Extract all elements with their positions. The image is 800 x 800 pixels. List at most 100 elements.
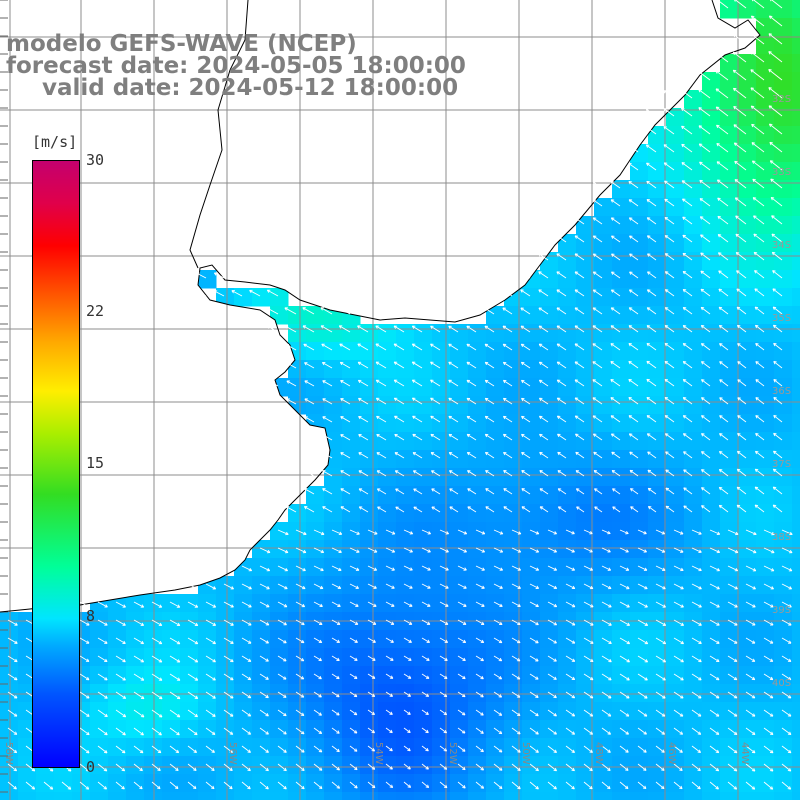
wind-speed-cell — [648, 576, 667, 595]
wind-speed-cell — [684, 558, 703, 577]
wind-speed-cell — [738, 522, 757, 541]
wind-speed-cell — [720, 306, 739, 325]
wind-arrow — [520, 307, 531, 315]
wind-speed-cell — [486, 414, 505, 433]
wind-arrow — [691, 745, 701, 753]
wind-arrow — [718, 468, 729, 477]
wind-arrow — [241, 601, 252, 608]
wind-arrow — [484, 451, 495, 459]
wind-speed-cell — [378, 486, 397, 505]
wind-arrow — [457, 745, 466, 752]
wind-arrow — [529, 583, 540, 589]
wind-arrow — [736, 486, 747, 495]
wind-speed-cell — [738, 558, 757, 577]
wind-arrow — [394, 415, 405, 423]
wind-arrow — [511, 745, 521, 753]
wind-speed-cell — [684, 162, 703, 181]
wind-speed-cell — [576, 504, 595, 523]
wind-speed-cell — [702, 216, 721, 235]
wind-arrow — [241, 709, 252, 717]
wind-arrow — [665, 487, 675, 495]
wind-arrow — [781, 745, 792, 754]
wind-arrow — [385, 673, 394, 679]
wind-arrow — [673, 709, 684, 717]
wind-arrow — [538, 253, 549, 261]
wind-arrow — [637, 583, 648, 590]
wind-speed-cell — [576, 360, 595, 379]
wind-speed-cell — [468, 540, 487, 559]
wind-arrow — [97, 763, 108, 772]
wind-arrow — [322, 380, 333, 387]
wind-arrow — [295, 637, 305, 644]
wind-arrow — [611, 253, 621, 261]
wind-arrow — [719, 397, 729, 405]
wind-arrow — [583, 763, 593, 772]
wind-speed-cell — [774, 306, 793, 325]
wind-arrow — [475, 745, 484, 753]
wind-arrow — [358, 397, 369, 405]
wind-arrow — [637, 565, 648, 571]
wind-speed-cell — [792, 126, 800, 145]
wind-arrow — [717, 234, 729, 243]
wind-arrow — [628, 289, 639, 297]
wind-speed-cell — [504, 468, 523, 487]
wind-speed-cell — [648, 378, 667, 397]
wind-speed-cell — [360, 576, 379, 595]
wind-speed-cell — [342, 396, 361, 415]
wind-arrow — [664, 378, 675, 387]
wind-arrow — [295, 727, 305, 735]
wind-arrow — [493, 655, 503, 662]
wind-arrow — [511, 601, 521, 607]
wind-speed-cell — [180, 594, 199, 613]
wind-speed-cell — [738, 270, 757, 289]
wind-speed-cell — [684, 198, 703, 217]
wind-speed-cell — [414, 594, 433, 613]
wind-arrow — [716, 124, 729, 135]
wind-speed-cell — [360, 486, 379, 505]
wind-arrow — [284, 307, 297, 315]
wind-arrow — [403, 781, 412, 788]
wind-speed-cell — [612, 270, 631, 289]
wind-arrow — [331, 565, 342, 572]
wind-speed-cell — [774, 378, 793, 397]
wind-arrow — [718, 306, 729, 315]
wind-arrow — [97, 637, 108, 644]
wind-arrow — [691, 619, 702, 626]
wind-speed-cell — [576, 216, 595, 235]
wind-speed-cell — [756, 216, 775, 235]
wind-arrow — [763, 691, 774, 699]
wind-speed-cell — [576, 522, 595, 541]
wind-speed-cell — [684, 126, 703, 145]
wind-arrow — [745, 655, 756, 662]
wind-arrow — [169, 601, 181, 608]
wind-arrow — [753, 215, 765, 225]
wind-speed-cell — [720, 288, 739, 307]
wind-speed-cell — [522, 522, 541, 541]
wind-arrow — [698, 71, 711, 81]
wind-arrow — [628, 181, 639, 189]
wind-speed-cell — [594, 270, 613, 289]
wind-arrow — [475, 619, 485, 625]
wind-speed-cell — [36, 792, 55, 800]
wind-arrow — [717, 252, 729, 261]
wind-speed-cell — [126, 594, 145, 613]
wind-speed-cell — [720, 522, 739, 541]
wind-arrow — [511, 709, 521, 717]
wind-speed-cell — [378, 504, 397, 523]
wind-speed-cell — [792, 324, 800, 343]
wind-arrow — [736, 270, 747, 279]
wind-arrow — [475, 691, 484, 698]
wind-arrow — [673, 547, 684, 553]
wind-arrow — [664, 271, 675, 279]
wind-arrow — [97, 745, 108, 754]
wind-speed-cell — [792, 774, 800, 793]
wind-speed-cell — [396, 432, 415, 451]
wind-speed-cell — [486, 396, 505, 415]
wind-arrow — [735, 252, 747, 261]
wind-speed-cell — [288, 378, 307, 397]
wind-speed-cell — [396, 324, 415, 343]
wind-arrow — [277, 727, 287, 735]
wind-arrow — [673, 727, 684, 735]
wind-speed-cell — [594, 234, 613, 253]
